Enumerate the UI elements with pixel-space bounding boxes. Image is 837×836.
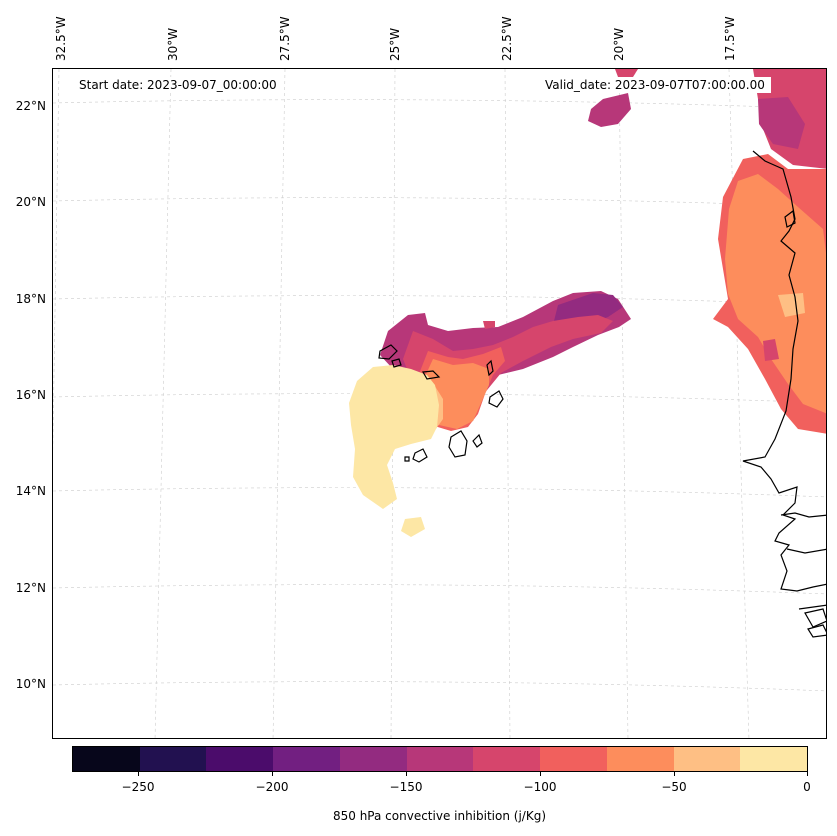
- cin-contour-25: [401, 517, 425, 537]
- cin-contour-25: [349, 365, 439, 509]
- colorbar-swatch: [473, 747, 541, 771]
- colorbar-swatch: [206, 747, 274, 771]
- cin-contour-125: [483, 321, 495, 329]
- colorbar-swatch: [339, 747, 407, 771]
- lon-label: 17.5°W: [723, 16, 737, 61]
- lat-label: 20°N: [15, 195, 46, 209]
- island-boa-vista: [488, 390, 504, 408]
- island-santiago: [448, 430, 468, 458]
- lon-label: 20°W: [612, 27, 626, 61]
- colorbar-swatch: [740, 747, 808, 771]
- colorbar-swatch: [606, 747, 674, 771]
- colorbar-tick-label: 0: [803, 780, 811, 794]
- lon-label: 25°W: [388, 27, 402, 61]
- island: [807, 624, 826, 638]
- colorbar-tick: [406, 772, 407, 776]
- island-sal: [486, 359, 494, 377]
- colorbar-swatch: [406, 747, 474, 771]
- coast-inlet: [780, 512, 826, 518]
- graticule: [53, 69, 826, 738]
- colorbar-swatch: [139, 747, 207, 771]
- west-africa-coast: [742, 150, 826, 592]
- lon-label: 22.5°W: [500, 16, 514, 61]
- colorbar-tick-label: −150: [389, 780, 423, 794]
- start-date-label: Start date: 2023-09-07_00:00:00: [73, 77, 283, 93]
- lon-label: 32.5°W: [54, 16, 68, 61]
- cape-verde-islands: [378, 344, 504, 463]
- cin-plume: [349, 291, 631, 537]
- lat-label: 12°N: [15, 581, 46, 595]
- island-fogo: [412, 448, 428, 463]
- colorbar-tick-label: −50: [661, 780, 687, 794]
- island-santo-antao: [378, 344, 398, 360]
- colorbar-tick-label: −200: [255, 780, 289, 794]
- colorbar-tick-label: −250: [121, 780, 155, 794]
- lat-label: 18°N: [15, 292, 46, 306]
- colorbar: [72, 746, 808, 772]
- colorbar-label: 850 hPa convective inhibition (j/Kg): [332, 809, 546, 823]
- colorbar-tick: [272, 772, 273, 776]
- colorbar-tick: [674, 772, 675, 776]
- colorbar-swatch: [673, 747, 741, 771]
- colorbar-swatch: [540, 747, 607, 771]
- lat-label: 14°N: [15, 484, 46, 498]
- colorbar-tick: [138, 772, 139, 776]
- island-sao-nicolau: [422, 370, 441, 380]
- cin-coastal-field: [713, 69, 826, 434]
- coast-inlet: [798, 604, 826, 610]
- coastline: [742, 150, 826, 638]
- colorbar-swatch: [273, 747, 340, 771]
- island-maio: [472, 433, 483, 448]
- map-canvas: [53, 69, 826, 738]
- cin-north-blob: [588, 69, 638, 127]
- island-sao-vicente: [391, 358, 402, 368]
- lat-label: 16°N: [15, 388, 46, 402]
- island-brava: [404, 456, 410, 462]
- colorbar-tick: [807, 772, 808, 776]
- coast-inlet: [786, 548, 826, 554]
- island: [784, 209, 796, 228]
- map-area[interactable]: [52, 68, 827, 739]
- colorbar-swatch: [73, 747, 140, 771]
- lat-label: 22°N: [15, 99, 46, 113]
- lon-label: 30°W: [166, 27, 180, 61]
- valid-date-label: Valid_date: 2023-09-07T07:00:00.00: [539, 77, 771, 93]
- island: [804, 608, 826, 628]
- colorbar-tick-label: −100: [523, 780, 557, 794]
- colorbar-tick: [540, 772, 541, 776]
- lon-label: 27.5°W: [278, 16, 292, 61]
- lat-label: 10°N: [15, 677, 46, 691]
